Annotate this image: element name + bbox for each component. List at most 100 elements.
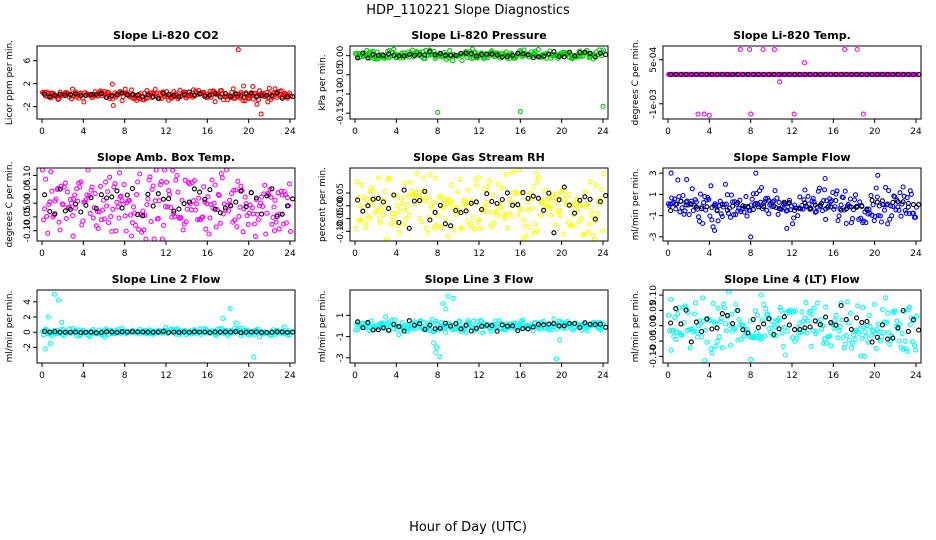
hourly-point — [704, 204, 710, 210]
data-point — [401, 326, 407, 332]
data-point — [272, 197, 278, 203]
hourly-point — [88, 195, 94, 201]
hourly-point — [802, 325, 808, 331]
data-point — [820, 341, 827, 347]
data-point — [435, 213, 441, 219]
data-point — [554, 191, 560, 197]
y-tick-label: -2 — [23, 102, 33, 111]
hourly-point — [360, 208, 366, 214]
data-point — [503, 171, 509, 177]
hourly-point — [458, 326, 464, 332]
data-point — [207, 215, 213, 221]
data-point — [108, 214, 114, 220]
data-point — [668, 296, 674, 303]
x-tick-label: 12 — [473, 127, 484, 137]
x-tick-label: 12 — [160, 371, 171, 381]
data-point — [813, 209, 819, 215]
data-point — [119, 98, 125, 104]
data-points — [665, 170, 922, 240]
hourly-point — [448, 323, 454, 329]
data-point — [126, 197, 132, 203]
hourly-point — [355, 197, 361, 203]
hourly-point — [52, 92, 58, 98]
outlier-point — [668, 347, 674, 353]
y-tick-label: -3 — [649, 232, 659, 241]
data-point — [63, 215, 69, 222]
panel-title: Slope Amb. Box Temp. — [97, 151, 235, 164]
hourly-point — [83, 329, 89, 335]
hourly-point — [47, 329, 53, 335]
data-point — [791, 215, 797, 221]
hourly-point — [93, 205, 99, 212]
data-point — [287, 329, 294, 335]
data-point — [46, 201, 52, 208]
data-point — [839, 317, 845, 323]
hourly-point — [535, 321, 541, 327]
data-point — [535, 175, 541, 181]
panel-7: Slope Line 2 Flow ml/min per min. 0 4 8 12 16 2… — [5, 273, 296, 381]
data-point — [780, 344, 786, 350]
data-point — [856, 330, 862, 337]
x-tick-label: 4 — [706, 249, 712, 259]
data-point — [722, 321, 728, 327]
data-point — [832, 317, 838, 323]
outlier-point — [227, 306, 233, 312]
data-point — [168, 205, 174, 211]
data-points — [39, 167, 296, 242]
data-point — [225, 208, 232, 214]
hourly-point — [879, 198, 885, 204]
data-point — [761, 302, 767, 308]
hourly-point — [417, 321, 423, 327]
data-point — [675, 311, 681, 317]
hourly-point — [83, 92, 89, 98]
hourly-point — [166, 329, 172, 336]
hourly-point — [541, 53, 547, 59]
figure-xlabel: Hour of Day (UTC) — [409, 520, 527, 535]
data-point — [263, 231, 269, 237]
data-point — [103, 179, 109, 185]
data-point — [585, 229, 591, 235]
x-tick-label: 4 — [393, 249, 399, 259]
outlier-point — [254, 101, 260, 107]
outlier-point — [258, 111, 264, 117]
hourly-point — [761, 71, 767, 77]
data-point — [490, 192, 496, 198]
data-point — [363, 224, 369, 231]
data-point — [517, 321, 523, 327]
hourly-point — [228, 93, 234, 99]
x-tick-label: 20 — [243, 127, 255, 137]
data-point — [539, 199, 546, 205]
y-tick-label: 0.00 — [336, 195, 346, 215]
data-point — [249, 205, 255, 211]
data-point — [161, 93, 168, 100]
data-point — [219, 175, 225, 181]
data-point — [860, 305, 866, 311]
data-point — [231, 187, 237, 193]
hourly-point — [688, 71, 694, 77]
data-point — [700, 220, 706, 227]
data-point — [754, 312, 760, 318]
data-point — [366, 215, 372, 221]
hourly-point — [484, 322, 490, 328]
hourly-point — [233, 91, 239, 97]
data-point — [352, 327, 359, 333]
outlier-point — [116, 170, 123, 176]
data-point — [375, 175, 381, 181]
data-point — [352, 226, 359, 232]
hourly-point — [88, 329, 94, 335]
outlier-point — [557, 337, 563, 343]
hourly-point — [730, 71, 736, 77]
data-point — [586, 221, 592, 227]
hourly-point — [828, 320, 834, 326]
data-point — [872, 213, 878, 219]
data-point — [912, 214, 919, 220]
data-point — [753, 330, 759, 336]
data-point — [598, 187, 605, 193]
hourly-point — [191, 92, 197, 98]
hourly-point — [771, 203, 777, 209]
hourly-point — [78, 93, 84, 99]
data-point — [801, 197, 807, 203]
hourly-point — [171, 93, 177, 99]
hourly-point — [386, 51, 392, 57]
x-tick-label: 8 — [122, 371, 128, 381]
